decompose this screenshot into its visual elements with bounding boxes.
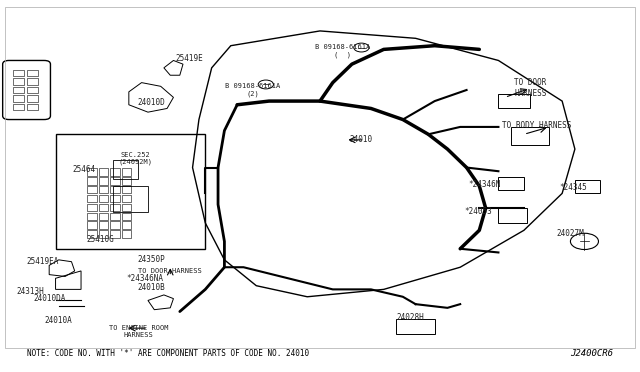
Text: 25410G: 25410G (86, 235, 114, 244)
Bar (511, 127, 549, 145)
Bar (110, 212, 120, 220)
Text: *24346N: *24346N (468, 180, 500, 189)
Text: TO DOOR HARNESS: TO DOOR HARNESS (138, 268, 202, 274)
Bar (13, 87, 24, 93)
Text: 24027M: 24027M (557, 230, 584, 238)
Bar (27, 78, 38, 85)
Text: 25464: 25464 (73, 165, 96, 174)
Text: 25419E: 25419E (175, 54, 204, 63)
Text: B 09168-6161A
(2): B 09168-6161A (2) (225, 83, 281, 97)
Bar (88, 186, 97, 193)
Bar (122, 212, 131, 220)
Bar (99, 168, 108, 176)
Text: TO ENGINE ROOM
HARNESS: TO ENGINE ROOM HARNESS (109, 326, 168, 339)
Text: *24053: *24053 (464, 207, 492, 217)
Bar (88, 168, 97, 176)
Bar (110, 195, 120, 202)
Bar (122, 168, 131, 176)
Bar (88, 212, 97, 220)
Text: TO DOOR
HARNESS: TO DOOR HARNESS (514, 78, 547, 98)
Bar (122, 221, 131, 229)
Bar (122, 186, 131, 193)
Bar (13, 95, 24, 102)
Bar (122, 177, 131, 185)
Bar (499, 208, 527, 223)
Bar (56, 134, 205, 249)
Bar (27, 104, 38, 110)
Text: 25419EA: 25419EA (27, 257, 59, 266)
Bar (110, 221, 120, 229)
Text: 24010D: 24010D (137, 99, 165, 108)
Bar (99, 204, 108, 211)
Bar (27, 70, 38, 76)
Bar (575, 180, 600, 193)
Bar (113, 186, 148, 212)
Bar (113, 160, 138, 179)
Bar (99, 186, 108, 193)
Text: 24010: 24010 (350, 135, 373, 144)
Bar (110, 168, 120, 176)
Bar (88, 177, 97, 185)
Text: J2400CR6: J2400CR6 (570, 350, 613, 359)
Bar (99, 221, 108, 229)
Text: 24313H: 24313H (16, 287, 44, 296)
Text: NOTE: CODE NO. WITH '*' ARE COMPONENT PARTS OF CODE NO. 24010: NOTE: CODE NO. WITH '*' ARE COMPONENT PA… (27, 350, 309, 359)
Bar (99, 177, 108, 185)
Text: TO BODY HARNESS: TO BODY HARNESS (502, 121, 572, 129)
Bar (27, 95, 38, 102)
Bar (110, 177, 120, 185)
Text: 24010DA: 24010DA (33, 294, 65, 303)
Bar (499, 177, 524, 190)
Bar (99, 212, 108, 220)
Text: *24346NA: *24346NA (126, 274, 163, 283)
Text: 24010B: 24010B (137, 283, 165, 292)
Bar (99, 230, 108, 238)
Bar (88, 195, 97, 202)
Bar (110, 230, 120, 238)
Bar (499, 94, 531, 109)
Bar (122, 195, 131, 202)
Text: 24028H: 24028H (397, 312, 424, 321)
Bar (27, 87, 38, 93)
Bar (110, 186, 120, 193)
Bar (88, 221, 97, 229)
Bar (396, 319, 435, 334)
Bar (13, 78, 24, 85)
Bar (88, 204, 97, 211)
Text: B 09168-6161A
(  ): B 09168-6161A ( ) (315, 45, 370, 58)
Bar (122, 204, 131, 211)
Bar (13, 104, 24, 110)
Text: 24350P: 24350P (137, 255, 165, 264)
Text: *24345: *24345 (560, 183, 588, 192)
Bar (122, 230, 131, 238)
Text: SEC.252
(24092M): SEC.252 (24092M) (118, 151, 152, 165)
Bar (13, 70, 24, 76)
Text: 24010A: 24010A (45, 316, 72, 325)
Bar (88, 230, 97, 238)
Bar (110, 204, 120, 211)
Bar (99, 195, 108, 202)
